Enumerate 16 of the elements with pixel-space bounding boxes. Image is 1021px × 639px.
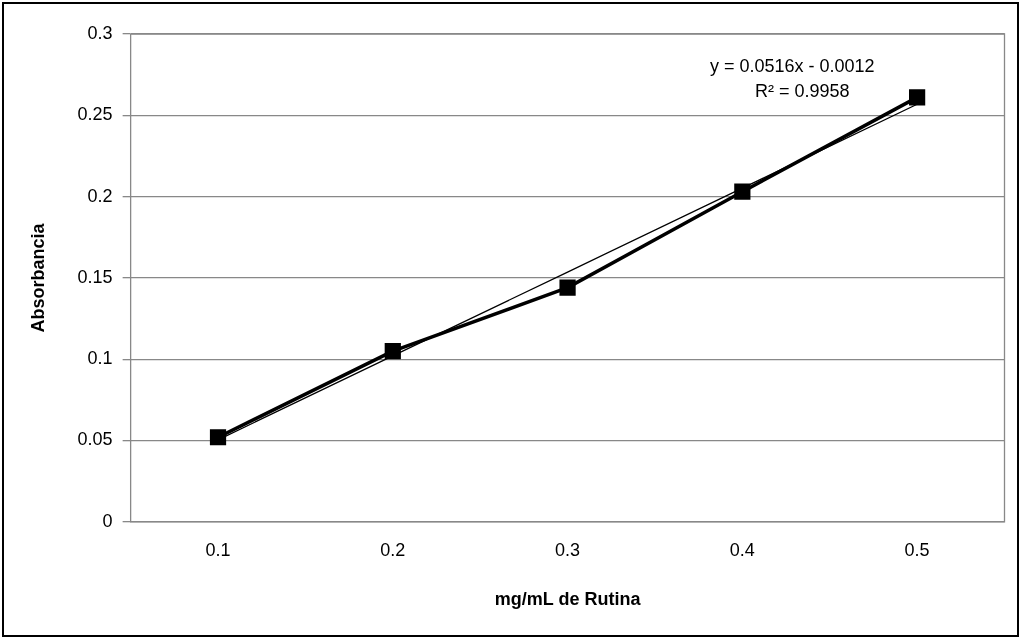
x-tick-label: 0.1 — [205, 539, 231, 560]
y-tick-label: 0.05 — [77, 429, 113, 450]
y-tick-label: 0.25 — [77, 104, 113, 125]
x-tick-label: 0.4 — [729, 539, 755, 560]
annotation: R² = 0.9958 — [754, 81, 850, 101]
y-tick-label: 0.15 — [77, 266, 113, 287]
x-axis-title: mg/mL de Rutina — [494, 589, 642, 610]
x-tick-label: 0.2 — [380, 539, 406, 560]
annotation: y = 0.0516x - 0.0012 — [709, 56, 875, 76]
y-tick-label: 0.3 — [87, 22, 113, 43]
x-tick-label: 0.3 — [555, 539, 581, 560]
x-tick-label: 0.5 — [904, 539, 930, 560]
y-tick-label: 0.2 — [87, 185, 113, 206]
y-axis-title: Absorbancia — [27, 222, 48, 333]
y-tick-label: 0 — [102, 510, 113, 531]
y-tick-label: 0.1 — [87, 348, 113, 369]
